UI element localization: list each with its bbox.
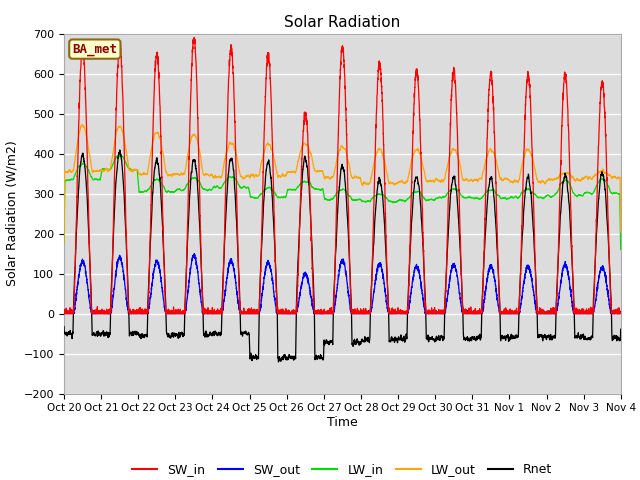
Line: SW_in: SW_in [64,37,621,313]
SW_out [467,310,475,316]
SW_out [322,309,330,314]
X-axis label: Time: Time [327,416,358,429]
Rnet [160,259,168,265]
SW_out [436,310,444,315]
Rnet [322,340,330,346]
LW_in [322,196,330,202]
Text: BA_met: BA_met [72,43,117,56]
Line: LW_out: LW_out [64,125,621,242]
LW_out [436,179,444,185]
SW_in [617,311,625,316]
SW_in [160,263,168,268]
LW_in [160,185,168,191]
Rnet [60,324,68,329]
LW_in [436,194,444,200]
LW_out [616,175,624,180]
SW_in [322,310,330,315]
Line: Rnet: Rnet [64,150,621,362]
SW_in [616,309,624,315]
Y-axis label: Solar Radiation (W/m2): Solar Radiation (W/m2) [5,141,18,287]
LW_out [617,229,625,235]
SW_out [160,300,168,306]
LW_in [499,195,507,201]
LW_out [60,239,68,245]
Rnet [436,335,444,341]
SW_out [499,310,507,316]
Line: SW_out: SW_out [64,253,621,313]
LW_out [467,177,475,183]
LW_in [60,240,68,245]
SW_out [60,311,68,316]
SW_out [616,310,624,316]
LW_in [617,247,625,252]
LW_out [160,157,168,163]
LW_out [499,178,507,183]
Title: Solar Radiation: Solar Radiation [284,15,401,30]
LW_in [467,194,475,200]
SW_in [467,311,475,316]
LW_in [114,153,122,158]
Rnet [499,336,507,342]
LW_in [616,207,624,213]
Line: LW_in: LW_in [64,156,621,250]
SW_out [191,251,198,256]
SW_in [60,311,68,316]
SW_out [617,310,625,315]
Rnet [616,337,624,343]
Rnet [467,335,475,341]
LW_out [79,122,86,128]
SW_in [436,310,444,315]
SW_in [190,35,198,40]
Rnet [116,147,124,153]
Legend: SW_in, SW_out, LW_in, LW_out, Rnet: SW_in, SW_out, LW_in, LW_out, Rnet [127,458,557,480]
Rnet [275,359,282,365]
LW_out [322,176,330,181]
Rnet [617,326,625,332]
SW_in [499,311,507,316]
